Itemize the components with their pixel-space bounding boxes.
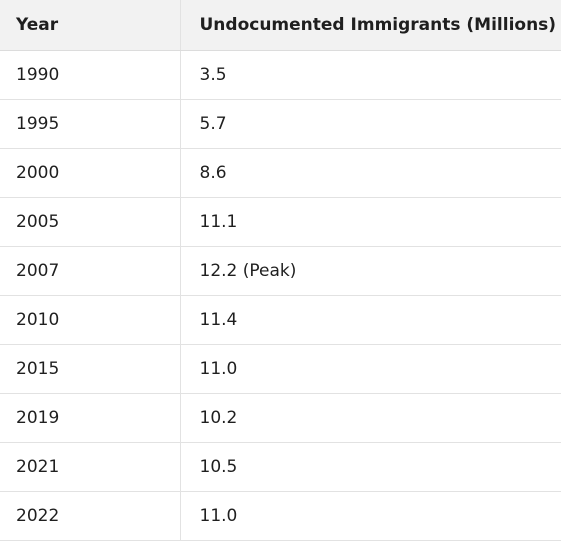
year-cell: 2022 — [0, 491, 181, 541]
value-cell: 11.1 — [180, 197, 561, 247]
year-cell: 2019 — [0, 393, 181, 443]
table-row: 2019 10.2 — [0, 393, 561, 443]
value-cell: 11.4 — [180, 295, 561, 345]
value-cell: 10.5 — [180, 442, 561, 492]
year-cell: 2010 — [0, 295, 181, 345]
year-cell: 1990 — [0, 50, 181, 100]
column-header-undocumented-immigrants: Undocumented Immigrants (Millions) — [180, 0, 561, 51]
table-row: 2007 12.2 (Peak) — [0, 246, 561, 296]
table-header-row: Year Undocumented Immigrants (Millions) — [0, 0, 561, 51]
year-cell: 2007 — [0, 246, 181, 296]
value-cell: 11.0 — [180, 491, 561, 541]
table-row: 2022 11.0 — [0, 491, 561, 541]
table-row: 2010 11.4 — [0, 295, 561, 345]
year-cell: 1995 — [0, 99, 181, 149]
column-header-year: Year — [0, 0, 181, 51]
value-cell: 8.6 — [180, 148, 561, 198]
table-row: 1995 5.7 — [0, 99, 561, 149]
table-row: 2000 8.6 — [0, 148, 561, 198]
value-cell: 12.2 (Peak) — [180, 246, 561, 296]
value-cell: 3.5 — [180, 50, 561, 100]
table-row: 2021 10.5 — [0, 442, 561, 492]
table-row: 2005 11.1 — [0, 197, 561, 247]
table-row: 1990 3.5 — [0, 50, 561, 100]
year-cell: 2021 — [0, 442, 181, 492]
year-cell: 2005 — [0, 197, 181, 247]
year-cell: 2000 — [0, 148, 181, 198]
value-cell: 11.0 — [180, 344, 561, 394]
year-cell: 2015 — [0, 344, 181, 394]
value-cell: 5.7 — [180, 99, 561, 149]
value-cell: 10.2 — [180, 393, 561, 443]
table-row: 2015 11.0 — [0, 344, 561, 394]
